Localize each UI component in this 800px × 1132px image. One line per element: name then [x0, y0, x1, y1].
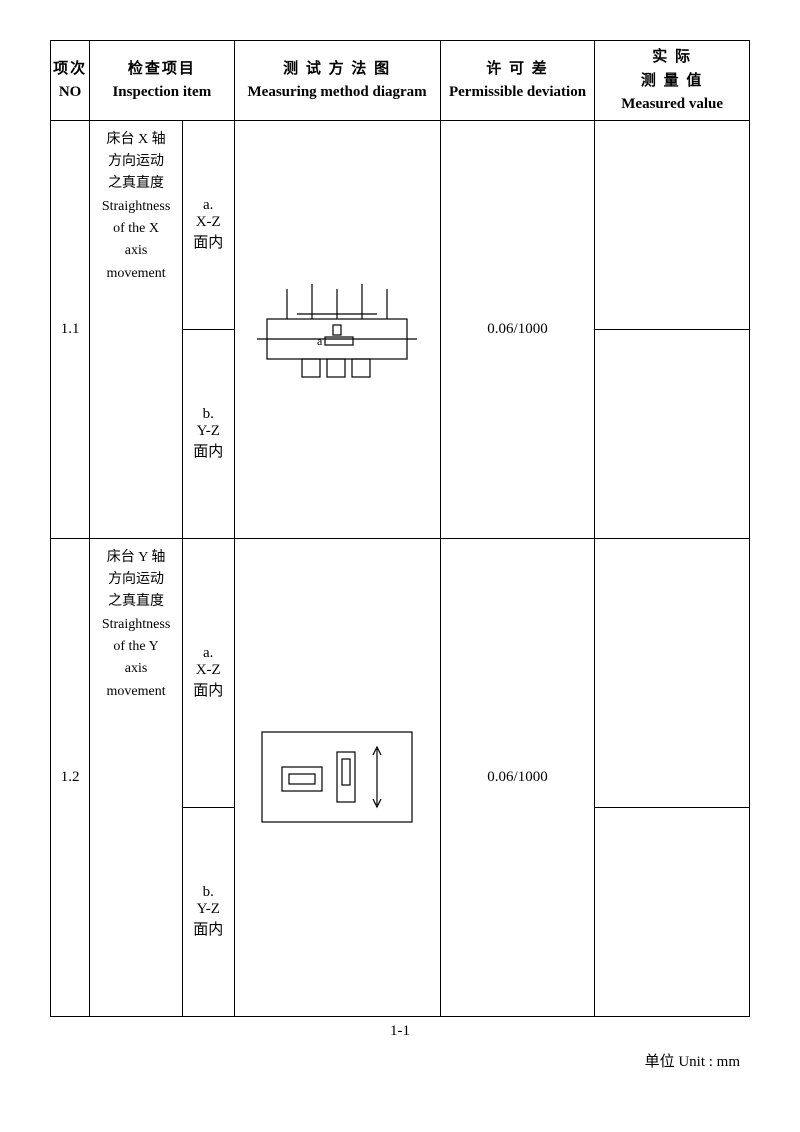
- item-text: 床台 Y 轴: [107, 550, 166, 565]
- row-no: 1.1: [51, 120, 90, 538]
- measured-a: [595, 120, 750, 329]
- item-text: movement: [107, 266, 166, 281]
- sub-item-b: b. Y-Z 面内: [182, 807, 234, 1016]
- item-text: Straightness: [102, 199, 170, 214]
- measured-a: [595, 538, 750, 807]
- sub-plane-zh: 面内: [193, 683, 223, 699]
- header-item-en: Inspection item: [92, 81, 231, 104]
- sub-plane: Y-Z: [197, 423, 220, 439]
- sub-plane: X-Z: [196, 662, 221, 678]
- header-diagram-zh: 测 试 方 法 图: [237, 57, 438, 81]
- header-row: 项次 NO 检查项目 Inspection item 测 试 方 法 图 Mea…: [51, 41, 750, 121]
- sub-label: a.: [203, 645, 213, 661]
- deviation-cell: 0.06/1000: [440, 120, 595, 538]
- sub-label: b.: [203, 406, 214, 422]
- sub-plane-zh: 面内: [193, 444, 223, 460]
- item-text: 方向运动: [108, 154, 164, 169]
- item-text: Straightness: [102, 617, 170, 632]
- table-row: 1.2 床台 Y 轴 方向运动 之真直度 Straightness of the…: [51, 538, 750, 807]
- header-deviation-en: Permissible deviation: [443, 81, 593, 104]
- sub-item-a: a. X-Z 面内: [182, 538, 234, 807]
- diagram-cell: a: [234, 120, 440, 538]
- item-text: 之真直度: [108, 176, 164, 191]
- inspection-item: 床台 X 轴 方向运动 之真直度 Straightness of the X a…: [90, 120, 183, 538]
- unit-label: 单位 Unit : mm: [50, 1050, 750, 1071]
- diagram-x-axis: a: [247, 259, 427, 399]
- deviation-cell: 0.06/1000: [440, 538, 595, 1016]
- inspection-table: 项次 NO 检查项目 Inspection item 测 试 方 法 图 Mea…: [50, 40, 750, 1017]
- item-text: of the Y: [113, 639, 158, 654]
- header-measured-en: Measured value: [597, 93, 747, 116]
- sub-label: a.: [203, 197, 213, 213]
- measured-b: [595, 807, 750, 1016]
- header-no-zh: 项次: [53, 57, 87, 81]
- header-measured: 实 际 测 量 值 Measured value: [595, 41, 750, 121]
- sub-plane: X-Z: [196, 214, 221, 230]
- sub-label: b.: [203, 884, 214, 900]
- page-number: 1-1: [50, 1023, 750, 1040]
- header-deviation-zh: 许 可 差: [443, 57, 593, 81]
- header-no: 项次 NO: [51, 41, 90, 121]
- inspection-item: 床台 Y 轴 方向运动 之真直度 Straightness of the Y a…: [90, 538, 183, 1016]
- diagram-y-axis: [247, 717, 427, 837]
- item-text: of the X: [113, 221, 159, 236]
- item-text: 方向运动: [108, 572, 164, 587]
- row-no: 1.2: [51, 538, 90, 1016]
- header-no-en: NO: [53, 81, 87, 104]
- measured-b: [595, 329, 750, 538]
- item-text: axis: [125, 243, 148, 258]
- header-diagram: 测 试 方 法 图 Measuring method diagram: [234, 41, 440, 121]
- item-text: movement: [107, 684, 166, 699]
- diagram-label-a: a: [317, 334, 323, 348]
- header-measured-zh2: 测 量 值: [597, 69, 747, 93]
- item-text: axis: [125, 661, 148, 676]
- header-deviation: 许 可 差 Permissible deviation: [440, 41, 595, 121]
- sub-plane-zh: 面内: [193, 922, 223, 938]
- item-text: 床台 X 轴: [107, 132, 166, 147]
- table-row: 1.1 床台 X 轴 方向运动 之真直度 Straightness of the…: [51, 120, 750, 329]
- header-item: 检查项目 Inspection item: [90, 41, 234, 121]
- header-diagram-en: Measuring method diagram: [237, 81, 438, 104]
- sub-item-a: a. X-Z 面内: [182, 120, 234, 329]
- item-text: 之真直度: [108, 594, 164, 609]
- header-item-zh: 检查项目: [92, 57, 231, 81]
- header-measured-zh: 实 际: [597, 45, 747, 69]
- diagram-cell: [234, 538, 440, 1016]
- sub-plane-zh: 面内: [193, 235, 223, 251]
- sub-item-b: b. Y-Z 面内: [182, 329, 234, 538]
- sub-plane: Y-Z: [197, 901, 220, 917]
